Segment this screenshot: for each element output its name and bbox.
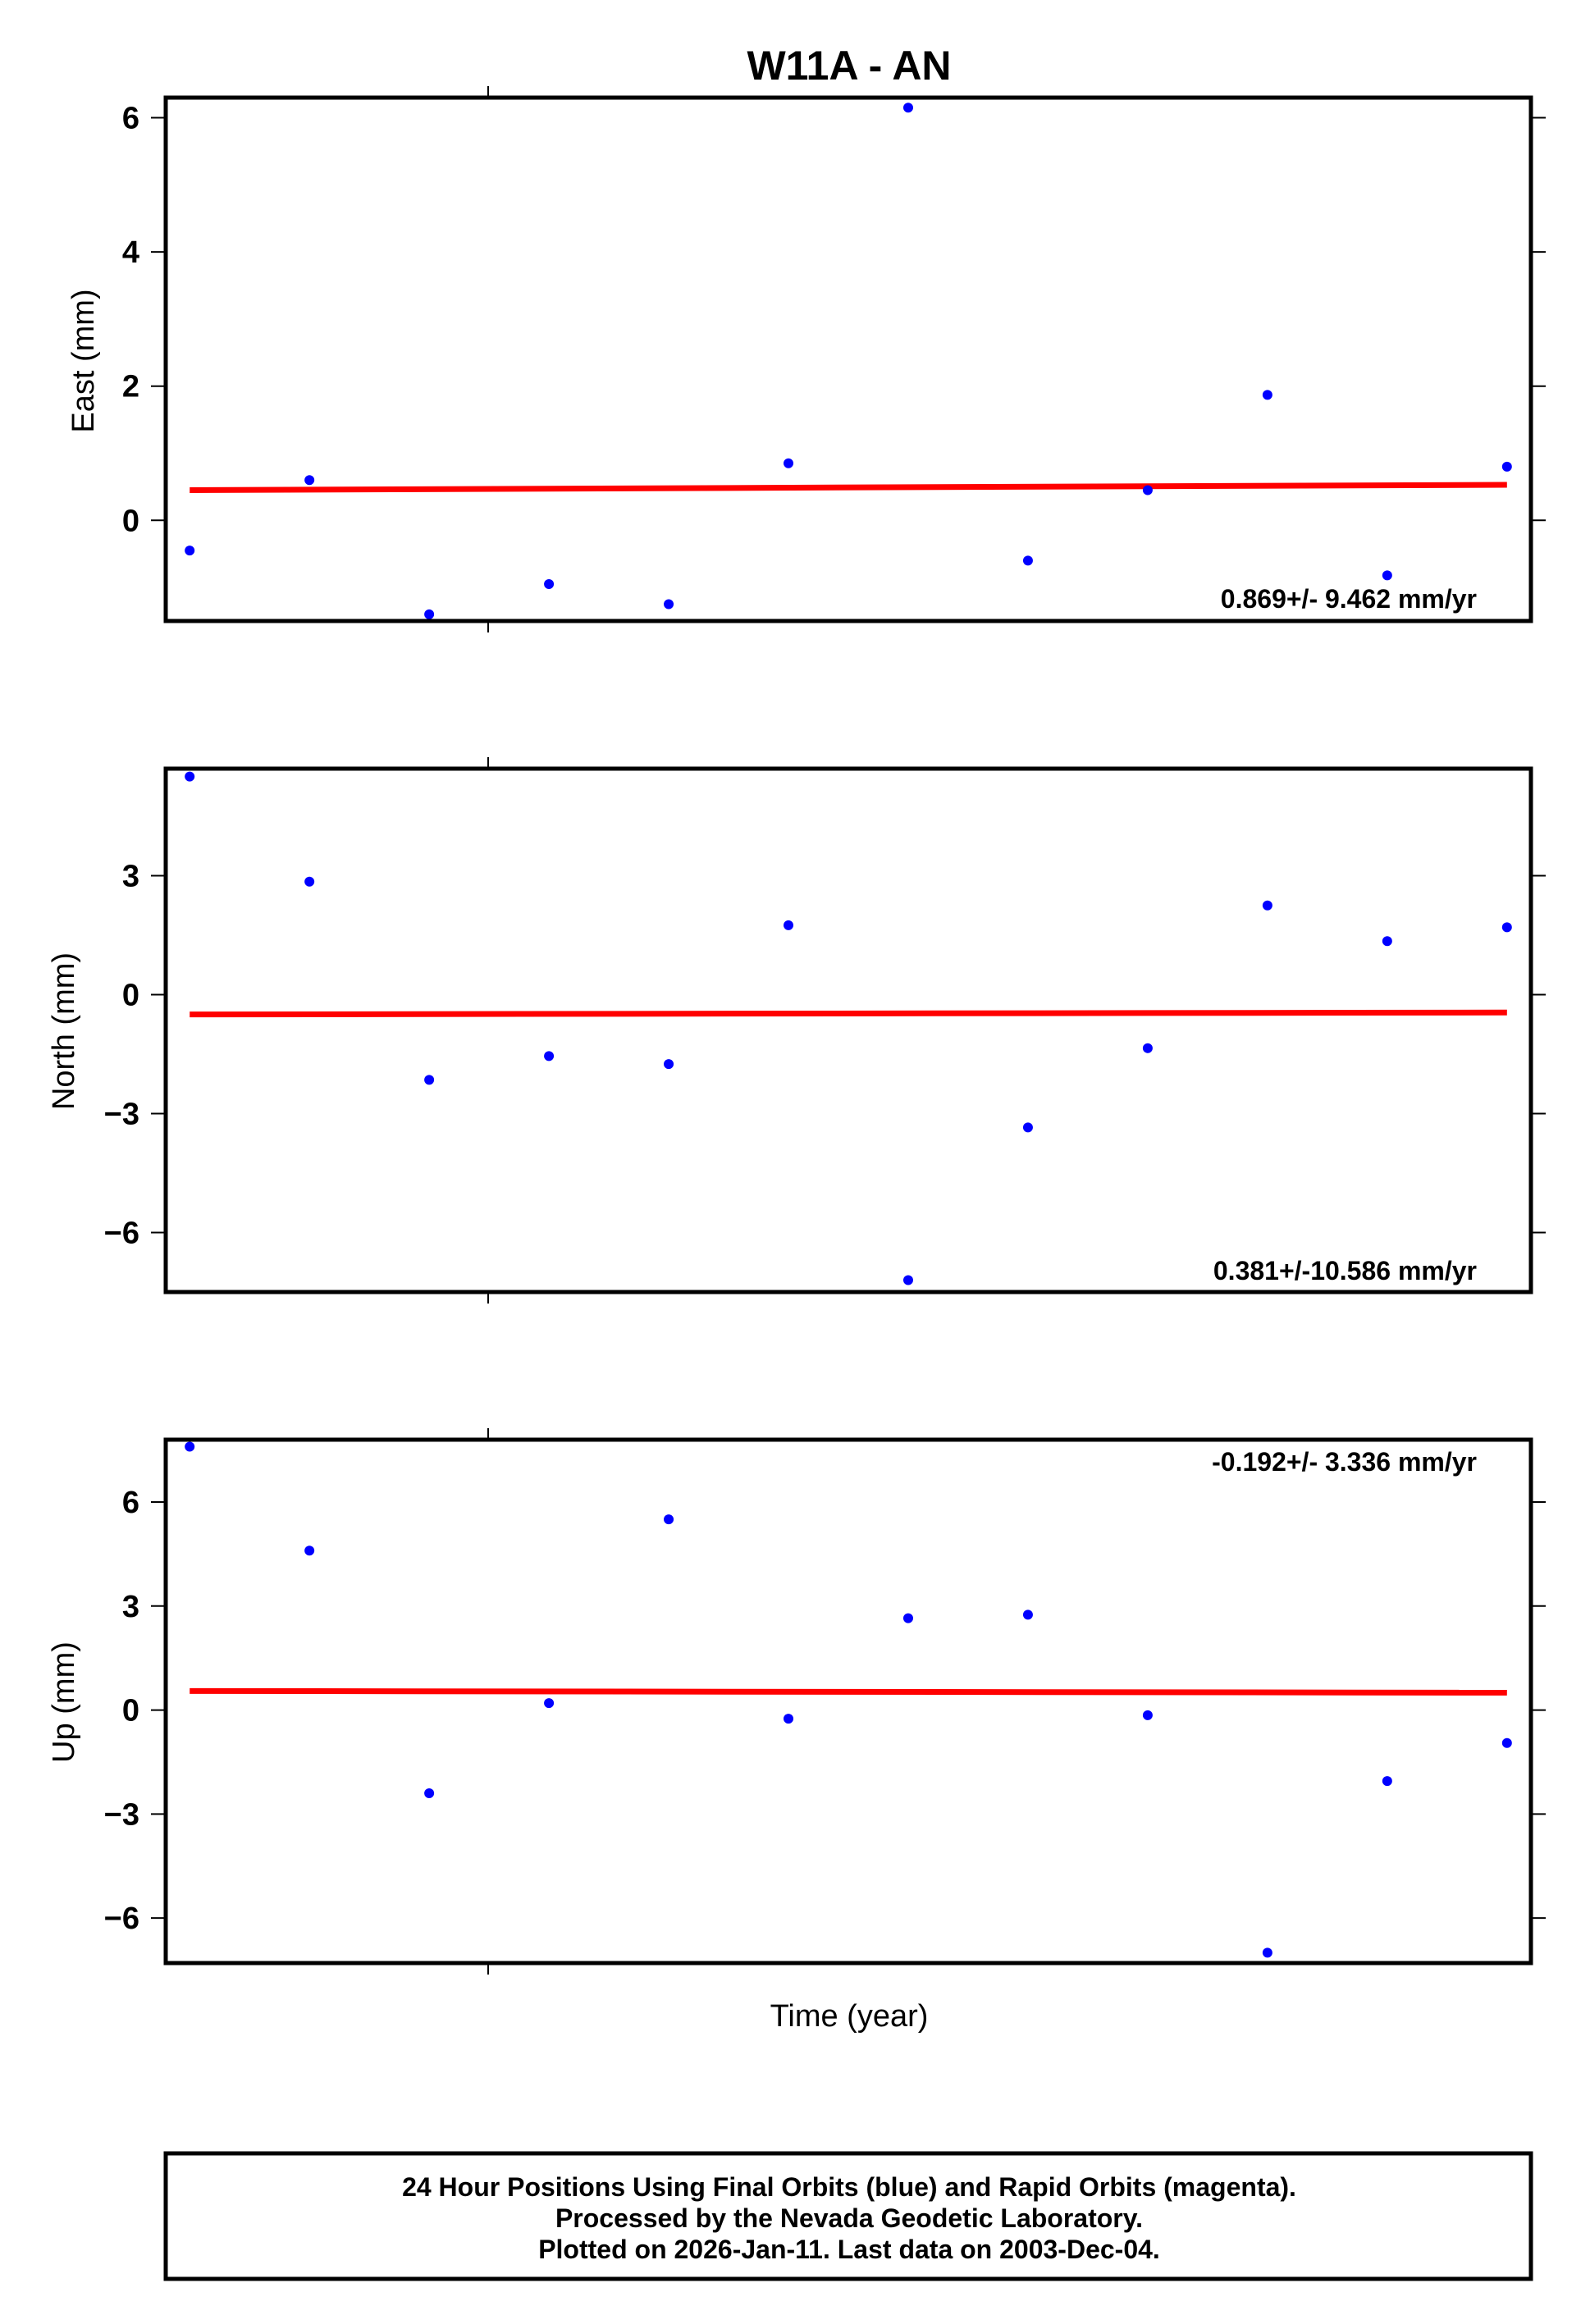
y-tick-label: 6: [122, 1486, 139, 1520]
north-trend: [190, 1009, 1507, 1018]
y-tick-label: 4: [122, 235, 139, 270]
footer-line-2: Processed by the Nevada Geodetic Laborat…: [555, 2203, 1143, 2233]
up-data-point: [304, 1546, 315, 1556]
north-data-point: [902, 1275, 913, 1285]
y-tick-label: 0: [122, 1694, 139, 1728]
east-data-point: [1142, 485, 1153, 495]
y-tick-label: 0: [122, 979, 139, 1013]
y-tick-label: 6: [122, 102, 139, 136]
north-data-point: [1142, 1043, 1153, 1053]
north-data-point: [304, 876, 315, 887]
footer-line-3: Plotted on 2026-Jan-11. Last data on 200…: [538, 2235, 1160, 2264]
up-data-point: [185, 1441, 195, 1452]
up-rate-label: -0.192+/- 3.336 mm/yr: [1212, 1447, 1477, 1477]
footer-box: 24 Hour Positions Using Final Orbits (bl…: [163, 2151, 1533, 2281]
east-rate-label: 0.869+/- 9.462 mm/yr: [1221, 584, 1477, 614]
y-tick-label: −3: [104, 1098, 139, 1132]
y-tick-label: −6: [104, 1902, 139, 1936]
north-data-point: [544, 1051, 555, 1062]
y-tick-label: 0: [122, 504, 139, 538]
up-axis-label: Up (mm): [47, 1641, 81, 1763]
east-data-points: [185, 103, 1512, 619]
north-panel: North (mm) −6 −3 0 3 0.381+/-10.586 mm/yr: [47, 757, 1546, 1304]
north-data-point: [424, 1075, 435, 1085]
up-data-point: [902, 1613, 913, 1623]
east-data-point: [1022, 555, 1033, 566]
east-plot-frame: [163, 95, 1533, 623]
up-trend-line: [190, 1687, 1507, 1696]
north-data-point: [1501, 922, 1512, 933]
up-data-point: [1262, 1947, 1272, 1958]
x-axis-label: Time (year): [770, 1999, 929, 2034]
north-data-point: [185, 771, 195, 782]
y-tick-label: 2: [122, 370, 139, 404]
east-data-point: [784, 458, 794, 468]
north-data-point: [1022, 1122, 1033, 1133]
footer-line-1: 24 Hour Positions Using Final Orbits (bl…: [402, 2172, 1296, 2202]
east-data-point: [1382, 570, 1392, 581]
east-data-point: [1262, 390, 1272, 400]
up-data-point: [1501, 1737, 1512, 1748]
up-data-point: [784, 1714, 794, 1724]
y-tick-label: −3: [104, 1797, 139, 1832]
east-axis-label: East (mm): [66, 289, 101, 432]
east-trend: [190, 482, 1507, 493]
east-data-point: [185, 546, 195, 556]
north-trend-line: [190, 1009, 1507, 1018]
chart-title: W11A - AN: [747, 43, 951, 89]
north-data-point: [1382, 936, 1392, 947]
east-data-point: [544, 579, 555, 590]
north-axis-label: North (mm): [47, 952, 81, 1110]
north-plot-frame: [163, 766, 1533, 1294]
up-data-point: [1382, 1776, 1392, 1787]
north-y-ticks: −6 −3 0 3: [104, 757, 1546, 1304]
east-y-ticks: 0 2 4 6: [122, 86, 1546, 632]
up-plot-frame: [163, 1437, 1533, 1966]
north-data-point: [1262, 900, 1272, 911]
east-trend-line: [190, 482, 1507, 493]
up-data-points: [185, 1441, 1512, 1958]
east-data-point: [304, 475, 315, 486]
north-data-point: [784, 920, 794, 930]
up-data-point: [544, 1698, 555, 1709]
east-data-point: [664, 599, 674, 610]
north-data-points: [185, 771, 1512, 1285]
y-tick-label: 3: [122, 860, 139, 894]
east-data-point: [424, 609, 435, 619]
up-data-point: [424, 1788, 435, 1798]
up-data-point: [1022, 1609, 1033, 1620]
east-data-point: [902, 103, 913, 113]
y-tick-label: −6: [104, 1217, 139, 1251]
y-tick-label: 3: [122, 1590, 139, 1624]
east-data-point: [1501, 461, 1512, 472]
up-data-point: [1142, 1710, 1153, 1720]
up-panel: Up (mm) −6 −3 0 3 6 -0.192+/- 3.336 mm/yr: [47, 1428, 1546, 1975]
east-panel: East (mm) 0 2 4 6 0.869+/- 9.462 mm/yr: [66, 86, 1546, 632]
footer-frame: [163, 2151, 1533, 2281]
up-y-ticks: −6 −3 0 3 6: [104, 1428, 1546, 1975]
up-trend: [190, 1687, 1507, 1696]
north-rate-label: 0.381+/-10.586 mm/yr: [1213, 1256, 1477, 1285]
north-data-point: [664, 1059, 674, 1070]
up-data-point: [664, 1514, 674, 1525]
